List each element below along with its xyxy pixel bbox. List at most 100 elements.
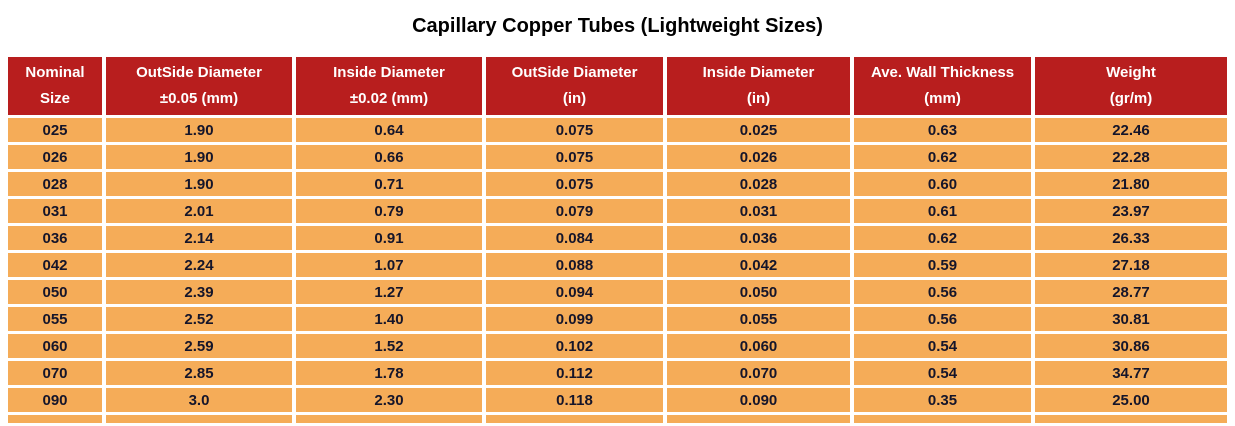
- column-header: Inside Diameter (in): [667, 57, 850, 115]
- table-cell: 22.46: [1035, 118, 1227, 142]
- table-row: 050 2.39 1.27 0.094 0.050 0.56 28.77: [8, 280, 1227, 304]
- table-cell: 0.60: [854, 172, 1031, 196]
- table-cell: 0.62: [854, 226, 1031, 250]
- table-cell: 0.084: [486, 226, 663, 250]
- table-cell: 27.18: [1035, 253, 1227, 277]
- table-cell: 0.075: [486, 172, 663, 196]
- table-cell: 0.026: [667, 145, 850, 169]
- table-cell: 2.24: [106, 253, 292, 277]
- table-cell: 0.042: [667, 253, 850, 277]
- column-header-line2: (in): [746, 90, 771, 107]
- table-cell: 0.54: [854, 334, 1031, 358]
- table-row: 055 2.52 1.40 0.099 0.055 0.56 30.81: [8, 307, 1227, 331]
- column-header-line2: Size: [39, 90, 70, 107]
- clipped-next-row: [8, 415, 1227, 423]
- table-cell: 28.77: [1035, 280, 1227, 304]
- column-header: Nominal Size: [8, 57, 102, 115]
- table-cell: 3.0: [106, 388, 292, 412]
- table-cell-partial: [106, 415, 292, 423]
- table-cell: 0.63: [854, 118, 1031, 142]
- table-cell: 1.90: [106, 118, 292, 142]
- column-header: Inside Diameter ±0.02 (mm): [296, 57, 482, 115]
- table-cell: 2.14: [106, 226, 292, 250]
- table-cell: 0.075: [486, 145, 663, 169]
- table-cell: 25.00: [1035, 388, 1227, 412]
- table-cell-partial: [8, 415, 102, 423]
- column-header-line2: ±0.02 (mm): [349, 90, 429, 107]
- table-cell: 0.62: [854, 145, 1031, 169]
- table-header-row: Nominal Size OutSide Diameter ±0.05 (mm) Ins…: [8, 57, 1227, 115]
- table-cell: 2.85: [106, 361, 292, 385]
- table-cell: 30.86: [1035, 334, 1227, 358]
- table-row: 031 2.01 0.79 0.079 0.031 0.61 23.97: [8, 199, 1227, 223]
- table-cell: 0.91: [296, 226, 482, 250]
- table-cell: 090: [8, 388, 102, 412]
- table-cell-partial: [1035, 415, 1227, 423]
- table-cell: 0.025: [667, 118, 850, 142]
- column-header: OutSide Diameter ±0.05 (mm): [106, 57, 292, 115]
- table-cell: 031: [8, 199, 102, 223]
- table-row: 025 1.90 0.64 0.075 0.025 0.63 22.46: [8, 118, 1227, 142]
- table-cell: 0.71: [296, 172, 482, 196]
- column-header-line1: Ave. Wall Thickness: [870, 64, 1015, 81]
- table-cell: 060: [8, 334, 102, 358]
- table-cell: 0.64: [296, 118, 482, 142]
- table-cell: 028: [8, 172, 102, 196]
- table-cell: 1.07: [296, 253, 482, 277]
- table-cell: 2.30: [296, 388, 482, 412]
- table-cell: 0.59: [854, 253, 1031, 277]
- table-cell: 042: [8, 253, 102, 277]
- table-cell: 22.28: [1035, 145, 1227, 169]
- table-cell: 0.56: [854, 280, 1031, 304]
- column-header: Ave. Wall Thickness (mm): [854, 57, 1031, 115]
- table-cell: 0.050: [667, 280, 850, 304]
- table-row: 026 1.90 0.66 0.075 0.026 0.62 22.28: [8, 145, 1227, 169]
- table-cell: 070: [8, 361, 102, 385]
- table-row: 090 3.0 2.30 0.118 0.090 0.35 25.00: [8, 388, 1227, 412]
- table-cell: 0.079: [486, 199, 663, 223]
- table-cell-partial: [296, 415, 482, 423]
- table-cell: 0.090: [667, 388, 850, 412]
- table-cell-partial: [667, 415, 850, 423]
- table-cell: 0.075: [486, 118, 663, 142]
- table-cell: 34.77: [1035, 361, 1227, 385]
- table-cell: 0.036: [667, 226, 850, 250]
- column-header-line2: ±0.05 (mm): [159, 90, 239, 107]
- table-row: 036 2.14 0.91 0.084 0.036 0.62 26.33: [8, 226, 1227, 250]
- table-cell: 036: [8, 226, 102, 250]
- table-cell: 1.40: [296, 307, 482, 331]
- table-cell: 0.35: [854, 388, 1031, 412]
- table-row: 042 2.24 1.07 0.088 0.042 0.59 27.18: [8, 253, 1227, 277]
- column-header-line1: Nominal: [25, 64, 85, 81]
- table-cell: 026: [8, 145, 102, 169]
- page-title: Capillary Copper Tubes (Lightweight Size…: [412, 15, 823, 37]
- table-cell: 0.055: [667, 307, 850, 331]
- table-cell: 055: [8, 307, 102, 331]
- table-cell: 0.66: [296, 145, 482, 169]
- table-cell: 2.52: [106, 307, 292, 331]
- table-cell: 0.070: [667, 361, 850, 385]
- column-header-line1: Inside Diameter: [702, 64, 815, 81]
- column-header: Weight (gr/m): [1035, 57, 1227, 115]
- column-header-line2: (in): [562, 90, 587, 107]
- table-cell: 0.56: [854, 307, 1031, 331]
- table-cell: 0.099: [486, 307, 663, 331]
- table-cell: 21.80: [1035, 172, 1227, 196]
- column-header-line1: Weight: [1106, 64, 1156, 81]
- table-cell: 0.031: [667, 199, 850, 223]
- table-cell: 23.97: [1035, 199, 1227, 223]
- column-header-line1: Inside Diameter: [333, 64, 445, 81]
- table-cell: 050: [8, 280, 102, 304]
- column-header-line1: OutSide Diameter: [136, 64, 262, 81]
- table-cell: 0.088: [486, 253, 663, 277]
- table-row: 028 1.90 0.71 0.075 0.028 0.60 21.80: [8, 172, 1227, 196]
- table-cell: 0.094: [486, 280, 663, 304]
- table-cell: 1.52: [296, 334, 482, 358]
- table-cell-partial: [486, 415, 663, 423]
- column-header-line2: (gr/m): [1109, 90, 1153, 107]
- column-header-line2: (mm): [924, 90, 961, 107]
- table-cell: 1.90: [106, 172, 292, 196]
- table-cell: 0.028: [667, 172, 850, 196]
- table-cell: 0.61: [854, 199, 1031, 223]
- table-row: 070 2.85 1.78 0.112 0.070 0.54 34.77: [8, 361, 1227, 385]
